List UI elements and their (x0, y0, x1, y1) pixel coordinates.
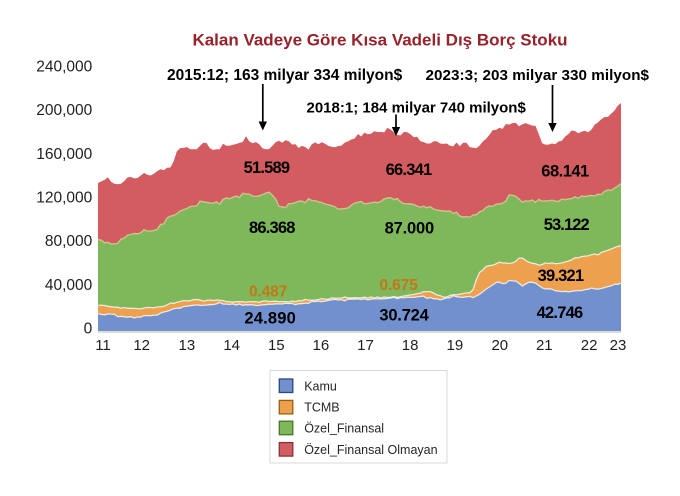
svg-text:19: 19 (447, 337, 464, 354)
svg-text:15: 15 (268, 337, 285, 354)
svg-text:13: 13 (179, 337, 196, 354)
svg-text:80,000: 80,000 (45, 233, 93, 250)
svg-text:17: 17 (357, 337, 374, 354)
svg-text:23: 23 (610, 337, 627, 354)
svg-text:TCMB: TCMB (304, 401, 339, 415)
svg-text:40,000: 40,000 (45, 277, 93, 294)
svg-text:68.141: 68.141 (541, 162, 589, 180)
svg-text:12: 12 (133, 337, 150, 354)
svg-text:20: 20 (491, 337, 508, 354)
svg-text:0.675: 0.675 (379, 277, 418, 294)
svg-text:200,000: 200,000 (36, 102, 92, 119)
svg-text:24.890: 24.890 (244, 310, 296, 328)
svg-text:160,000: 160,000 (36, 146, 92, 163)
svg-text:0.487: 0.487 (249, 284, 287, 301)
svg-text:2018:1; 184 milyar 740 milyon$: 2018:1; 184 milyar 740 milyon$ (307, 99, 527, 116)
svg-text:Kalan Vadeye Göre Kısa Vadeli: Kalan Vadeye Göre Kısa Vadeli Dış Borç S… (192, 31, 567, 50)
svg-text:240,000: 240,000 (36, 58, 92, 75)
svg-text:51.589: 51.589 (244, 159, 290, 177)
svg-text:11: 11 (95, 337, 111, 354)
svg-text:2015:12; 163 milyar 334 milyon: 2015:12; 163 milyar 334 milyon$ (167, 67, 403, 84)
svg-text:87.000: 87.000 (385, 220, 434, 238)
svg-text:2023:3; 203 milyar 330 milyon$: 2023:3; 203 milyar 330 milyon$ (426, 67, 650, 84)
svg-text:18: 18 (402, 337, 419, 354)
svg-text:Özel_Finansal Olmayan: Özel_Finansal Olmayan (304, 443, 437, 457)
svg-text:53.122: 53.122 (544, 216, 590, 234)
svg-text:120,000: 120,000 (36, 190, 92, 207)
svg-text:21: 21 (536, 337, 553, 354)
svg-text:14: 14 (223, 337, 240, 354)
svg-text:66.341: 66.341 (386, 161, 432, 179)
svg-text:39.321: 39.321 (538, 267, 584, 285)
svg-text:42.746: 42.746 (537, 304, 583, 322)
svg-text:86.368: 86.368 (249, 219, 295, 237)
svg-text:22: 22 (581, 337, 598, 354)
svg-text:30.724: 30.724 (379, 307, 429, 325)
svg-text:16: 16 (313, 337, 330, 354)
svg-text:0: 0 (84, 321, 93, 338)
svg-text:Özel_Finansal: Özel_Finansal (304, 421, 384, 435)
svg-text:Kamu: Kamu (304, 379, 337, 393)
